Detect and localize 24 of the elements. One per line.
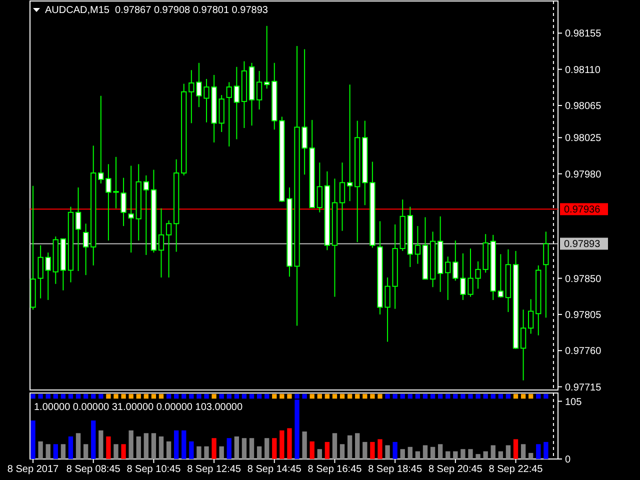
y-tick-label: 0.97980	[565, 169, 602, 180]
text: 1.00000 0.00000 31.00000 0.00000 103.00000	[34, 402, 243, 413]
y-tick-label: 0.97805	[565, 310, 602, 321]
x-tick-label: 8 Sep 16:45	[308, 464, 362, 475]
y-tick-label: 0.97715	[565, 382, 602, 394]
ref-line-label: 0.97936	[564, 204, 601, 216]
x-tick-label: 8 Sep 2017	[7, 464, 60, 475]
y-tick-label: 0.98025	[565, 133, 602, 144]
y-tick-label: 0.98065	[565, 100, 602, 112]
y-tick-label: 105	[565, 396, 582, 408]
y-tick-label: 0.98110	[565, 64, 601, 76]
x-tick-label: 8 Sep 10:45	[126, 464, 182, 475]
chart-title: AUDCAD,M15 0.97867 0.97908 0.97801 0.97893	[45, 5, 268, 16]
x-tick-label: 8 Sep 20:45	[428, 464, 483, 475]
x-tick-label: 8 Sep 22:45	[488, 464, 544, 475]
x-tick-label: 8 Sep 12:45	[187, 464, 242, 475]
ref-line-label: 0.97893	[564, 239, 601, 250]
y-tick-label: 0.97760	[565, 346, 602, 358]
y-tick-label: 0	[565, 454, 571, 466]
y-tick-label: 0.98155	[565, 28, 602, 40]
x-tick-label: 8 Sep 08:45	[66, 464, 121, 475]
x-tick-label: 8 Sep 14:45	[247, 464, 302, 475]
y-tick-label: 0.97850	[565, 274, 602, 285]
x-tick-label: 8 Sep 18:45	[368, 464, 422, 475]
